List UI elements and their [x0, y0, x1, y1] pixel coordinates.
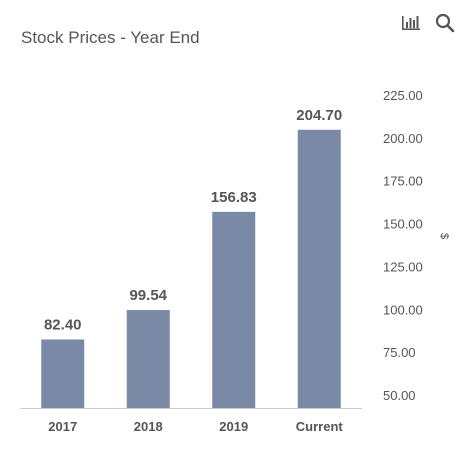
value-label: 99.54: [129, 287, 167, 304]
x-tick-label: 2018: [134, 419, 163, 434]
y-tick-label: 50.00: [383, 388, 416, 403]
chart-title: Stock Prices - Year End: [21, 28, 200, 47]
search-icon[interactable]: [434, 12, 456, 34]
y-tick-label: 150.00: [383, 217, 423, 232]
bar-2017: [41, 339, 85, 408]
y-axis: 50.00 75.00 100.00 125.00 150.00 175.00 200.00…: [383, 88, 450, 403]
x-tick-label: 2019: [219, 419, 248, 434]
y-tick-label: 100.00: [383, 302, 423, 317]
bar-chart-icon[interactable]: [400, 12, 422, 34]
y-tick-label: 225.00: [383, 88, 423, 103]
value-labels: 82.40 99.54 156.83 204.70: [44, 107, 342, 334]
y-tick-label: 125.00: [383, 259, 423, 274]
bar-series: [41, 129, 341, 409]
bar-2018: [126, 310, 170, 408]
chart-toolbar: [400, 12, 456, 34]
x-axis: 2017 2018 2019 Current: [20, 408, 362, 434]
x-tick-label: 2017: [48, 419, 77, 434]
y-tick-label: 200.00: [383, 131, 423, 146]
value-label: 156.83: [211, 189, 257, 206]
value-label: 82.40: [44, 316, 82, 333]
value-label: 204.70: [296, 107, 342, 124]
x-tick-label: Current: [296, 419, 344, 434]
bar-current: [297, 129, 341, 409]
y-axis-title: $: [438, 233, 450, 239]
y-tick-label: 75.00: [383, 345, 416, 360]
y-tick-label: 175.00: [383, 174, 423, 189]
bar-2019: [212, 211, 256, 408]
